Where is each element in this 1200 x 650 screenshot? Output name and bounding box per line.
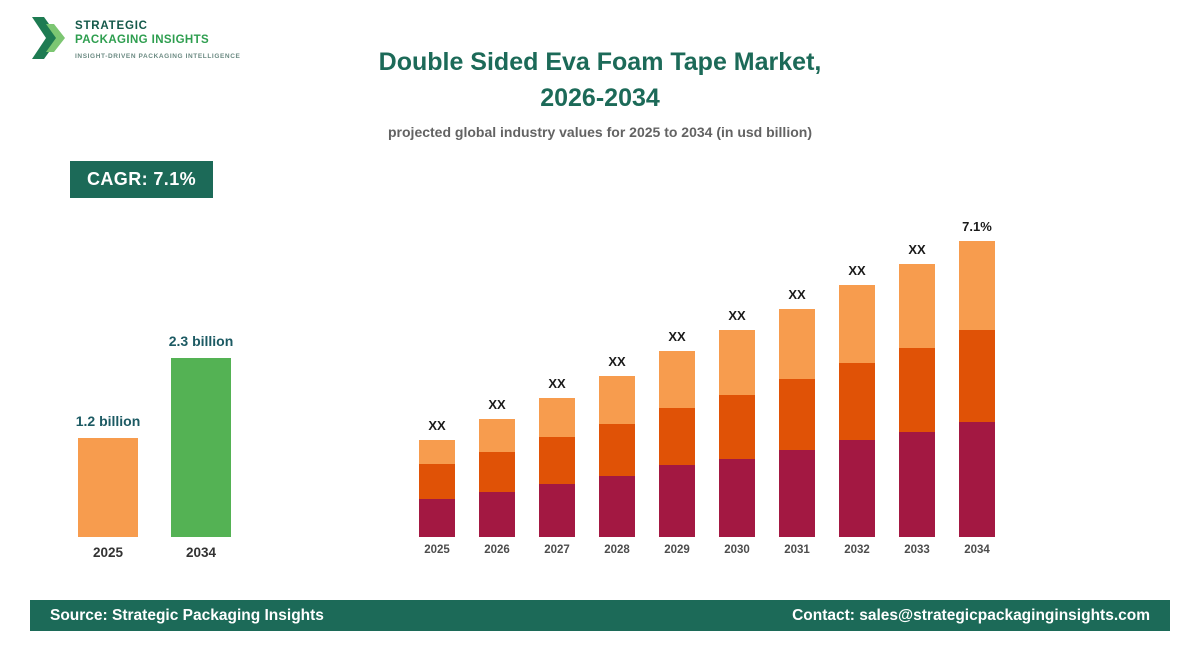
bar-value-label: 7.1% bbox=[962, 219, 992, 234]
bar-value-label: XX bbox=[488, 397, 506, 412]
bar-column-2033: XX 2033 bbox=[899, 242, 935, 556]
bar-column-2034: 7.1% 2034 bbox=[959, 219, 995, 556]
bar-segment-top bbox=[959, 241, 995, 330]
bar-column-2025: XX 2025 bbox=[419, 418, 455, 556]
bar-segment-bottom bbox=[479, 492, 515, 537]
bar-column-2028: XX 2028 bbox=[599, 354, 635, 556]
bar-column-2030: XX 2030 bbox=[719, 308, 755, 556]
bar-segment-bottom bbox=[839, 440, 875, 537]
bar-segment-middle bbox=[779, 379, 815, 450]
chevron-logo-icon bbox=[32, 14, 66, 67]
bar-segment-bottom bbox=[659, 465, 695, 537]
bar-segment-bottom bbox=[599, 476, 635, 537]
brand-logo: STRATEGIC PACKAGING INSIGHTS INSIGHT-DRI… bbox=[32, 14, 240, 67]
summary-bar-value-label: 1.2 billion bbox=[75, 413, 141, 429]
bar-segment-bottom bbox=[539, 484, 575, 537]
bar-segment-middle bbox=[719, 395, 755, 459]
brand-tagline: INSIGHT-DRIVEN PACKAGING INTELLIGENCE bbox=[75, 53, 241, 60]
bar-segment-middle bbox=[419, 464, 455, 499]
bar-value-label: XX bbox=[788, 287, 806, 302]
summary-bar-column-2034: 2.3 billion 2034 bbox=[168, 333, 234, 560]
brand-name-line1: STRATEGIC bbox=[75, 20, 148, 32]
chart-header: Double Sided Eva Foam Tape Market, 2026-… bbox=[250, 44, 950, 140]
bar-year-label: 2027 bbox=[544, 544, 570, 556]
bar-segment-top bbox=[899, 264, 935, 348]
bar-value-label: XX bbox=[548, 376, 566, 391]
page-title-line2: 2026-2034 bbox=[540, 84, 660, 112]
bar-segment-bottom bbox=[899, 432, 935, 537]
bar-segment-top bbox=[659, 351, 695, 408]
bar-segment-bottom bbox=[779, 450, 815, 537]
page-subtitle: projected global industry values for 202… bbox=[388, 124, 812, 140]
bar-segment-top bbox=[779, 309, 815, 379]
bar-segment-top bbox=[719, 330, 755, 395]
bar-year-label: 2030 bbox=[724, 544, 750, 556]
footer-contact: Contact: sales@strategicpackaginginsight… bbox=[792, 606, 1150, 624]
bar-segment-bottom bbox=[719, 459, 755, 537]
bar-year-label: 2026 bbox=[484, 544, 510, 556]
summary-bar-column-2025: 1.2 billion 2025 bbox=[75, 413, 141, 560]
footer-source: Source: Strategic Packaging Insights bbox=[50, 606, 324, 624]
stacked-bar-chart: XX 2025 XX 2026 XX 2027 XX 2028 XX 2029 XX 2030 XX 20… bbox=[419, 217, 995, 556]
bar-segment-middle bbox=[839, 363, 875, 440]
bar-year-label: 2029 bbox=[664, 544, 690, 556]
bar-segment-top bbox=[479, 419, 515, 452]
bar-segment-middle bbox=[959, 330, 995, 422]
bar-segment-middle bbox=[539, 437, 575, 484]
cagr-badge: CAGR: 7.1% bbox=[70, 161, 214, 198]
bar-segment-top bbox=[599, 376, 635, 424]
bar-value-label: XX bbox=[728, 308, 746, 323]
bar-segment-middle bbox=[599, 424, 635, 476]
bar-column-2031: XX 2031 bbox=[779, 287, 815, 556]
bar-value-label: XX bbox=[608, 354, 626, 369]
bar-segment-top bbox=[839, 285, 875, 363]
summary-bar bbox=[78, 438, 138, 537]
bar-year-label: 2025 bbox=[424, 544, 450, 556]
summary-bar-value-label: 2.3 billion bbox=[168, 333, 234, 349]
brand-name-line2: PACKAGING INSIGHTS bbox=[75, 34, 210, 46]
brand-logo-text: STRATEGIC PACKAGING INSIGHTS INSIGHT-DRI… bbox=[75, 14, 240, 60]
summary-bar-year-label: 2025 bbox=[92, 545, 124, 560]
bar-value-label: XX bbox=[668, 329, 686, 344]
bar-year-label: 2032 bbox=[844, 544, 870, 556]
bar-segment-bottom bbox=[959, 422, 995, 537]
bar-value-label: XX bbox=[428, 418, 446, 433]
bar-column-2027: XX 2027 bbox=[539, 376, 575, 556]
bar-value-label: XX bbox=[908, 242, 926, 257]
bar-year-label: 2031 bbox=[784, 544, 810, 556]
bar-column-2026: XX 2026 bbox=[479, 397, 515, 556]
bar-column-2029: XX 2029 bbox=[659, 329, 695, 556]
bar-segment-bottom bbox=[419, 499, 455, 537]
page-title-line1: Double Sided Eva Foam Tape Market, bbox=[378, 48, 822, 76]
bar-year-label: 2034 bbox=[964, 544, 990, 556]
bar-column-2032: XX 2032 bbox=[839, 263, 875, 556]
footer-bar: Source: Strategic Packaging Insights Con… bbox=[30, 600, 1170, 631]
bar-segment-middle bbox=[479, 452, 515, 492]
bar-segment-top bbox=[419, 440, 455, 464]
bar-year-label: 2028 bbox=[604, 544, 630, 556]
summary-bar bbox=[171, 358, 231, 537]
bar-year-label: 2033 bbox=[904, 544, 930, 556]
bar-segment-middle bbox=[659, 408, 695, 465]
bar-value-label: XX bbox=[848, 263, 866, 278]
bar-segment-top bbox=[539, 398, 575, 437]
bar-segment-middle bbox=[899, 348, 935, 432]
summary-bar-chart: 1.2 billion 2025 2.3 billion 2034 bbox=[75, 327, 234, 560]
summary-bar-year-label: 2034 bbox=[185, 545, 217, 560]
